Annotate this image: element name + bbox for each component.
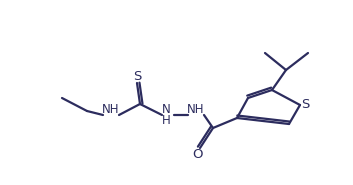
Text: NH: NH	[187, 102, 205, 115]
Text: S: S	[301, 97, 309, 110]
Text: N: N	[162, 102, 170, 115]
Text: O: O	[193, 149, 203, 162]
Text: H: H	[162, 114, 170, 127]
Text: NH: NH	[102, 102, 120, 115]
Text: S: S	[133, 70, 141, 83]
